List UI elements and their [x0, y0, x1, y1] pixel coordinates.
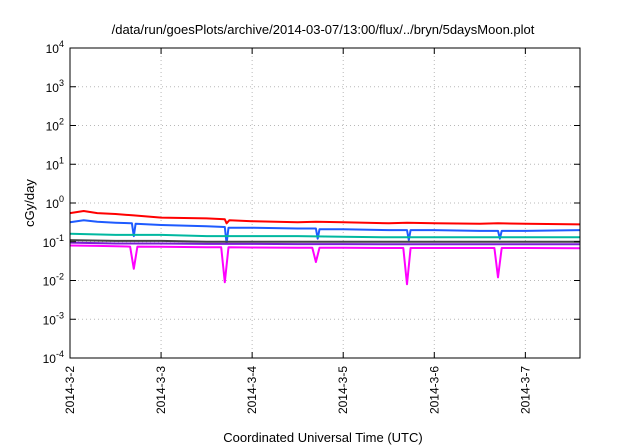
- y-tick-exponent: -2: [56, 272, 64, 282]
- grid: [70, 48, 580, 358]
- series-line-6: [69, 244, 581, 286]
- y-tick-exponent: 0: [59, 194, 64, 204]
- y-tick-base: 10: [46, 120, 60, 134]
- ticks: [69, 47, 580, 359]
- y-tick-base: 10: [43, 236, 57, 250]
- y-tick-label: 100: [46, 194, 64, 211]
- y-tick-label: 103: [46, 78, 64, 95]
- y-tick-base: 10: [43, 313, 57, 327]
- y-axis-label: cGy/day: [22, 179, 37, 227]
- y-tick-exponent: 2: [59, 117, 64, 127]
- y-tick-base: 10: [46, 197, 60, 211]
- y-tick-label: 102: [46, 117, 64, 134]
- x-tick-label: 2014-3-3: [154, 366, 168, 414]
- x-tick-label: 2014-3-7: [518, 366, 532, 414]
- y-tick-exponent: 1: [59, 155, 64, 165]
- y-tick-base: 10: [43, 275, 57, 289]
- series-line-2: [69, 219, 581, 245]
- x-tick-label: 2014-3-6: [427, 366, 441, 414]
- y-tick-label: 10-4: [43, 349, 64, 366]
- x-tick-label: 2014-3-4: [245, 366, 259, 414]
- y-tick-exponent: 3: [59, 78, 64, 88]
- y-tick-label: 104: [46, 39, 64, 56]
- y-tick-label: 10-1: [43, 233, 64, 250]
- y-tick-base: 10: [46, 158, 60, 172]
- y-tick-base: 10: [43, 352, 57, 366]
- y-tick-exponent: -1: [56, 233, 64, 243]
- x-tick-labels: 2014-3-2 2014-3-3 2014-3-4 2014-3-5 2014-3-6…: [63, 366, 532, 414]
- y-tick-label: 10-3: [43, 310, 64, 327]
- x-tick-label: 2014-3-2: [63, 366, 77, 414]
- chart-title: /data/run/goesPlots/archive/2014-03-07/1…: [112, 22, 535, 37]
- y-tick-exponent: -4: [56, 349, 64, 359]
- y-tick-label: 101: [46, 155, 64, 172]
- series-layer: [69, 210, 581, 286]
- x-tick-label: 2014-3-5: [336, 366, 350, 414]
- y-tick-base: 10: [46, 42, 60, 56]
- series-line-1: [69, 210, 581, 226]
- y-tick-exponent: -3: [56, 310, 64, 320]
- y-tick-exponent: 4: [59, 39, 64, 49]
- series-line-5: [69, 241, 580, 246]
- series-line-3: [69, 232, 580, 239]
- y-tick-label: 10-2: [43, 272, 64, 289]
- x-axis-label: Coordinated Universal Time (UTC): [223, 430, 422, 445]
- y-tick-base: 10: [46, 81, 60, 95]
- series-line-4: [69, 239, 580, 243]
